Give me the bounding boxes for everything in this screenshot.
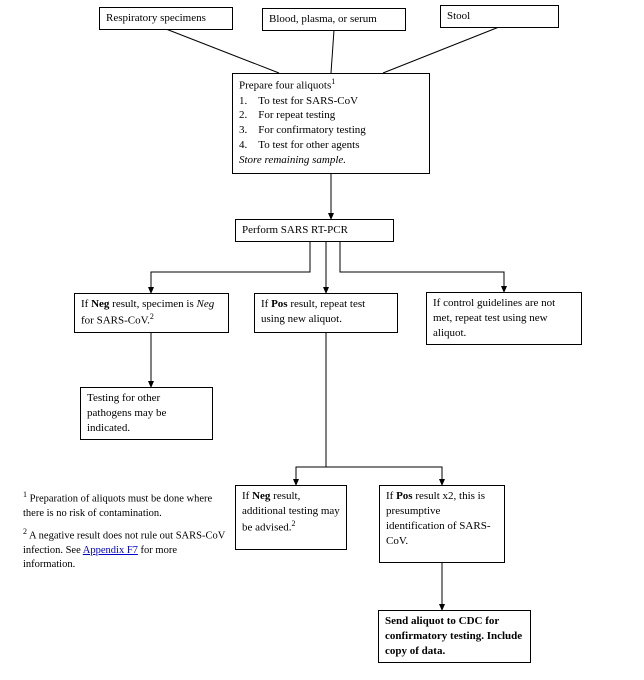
node-perform-rtpcr: Perform SARS RT-PCR xyxy=(235,219,394,242)
appendix-link[interactable]: Appendix F7 xyxy=(83,545,138,556)
node-other-pathogens: Testing for other pathogens may be indic… xyxy=(80,387,213,440)
node-control-guidelines: If control guidelines are not met, repea… xyxy=(426,292,582,345)
node-send-cdc: Send aliquot to CDC for confirmatory tes… xyxy=(378,610,531,663)
prepare-item-4: 4. To test for other agents xyxy=(239,139,360,151)
node-label: If control guidelines are not met, repea… xyxy=(433,297,555,339)
prepare-item-2: 2. For repeat testing xyxy=(239,109,335,121)
node-stool: Stool xyxy=(440,5,559,28)
node-blood-plasma-serum: Blood, plasma, or serum xyxy=(262,8,406,31)
prepare-item-1: 1. To test for SARS-CoV xyxy=(239,95,358,107)
node-pos-presumptive: If Pos result x2, this is presumptive id… xyxy=(379,485,505,563)
node-label: Perform SARS RT-PCR xyxy=(242,224,348,236)
node-label: Testing for other pathogens may be indic… xyxy=(87,392,166,434)
node-prepare-aliquots: Prepare four aliquots1 1. To test for SA… xyxy=(232,73,430,174)
node-label: Stool xyxy=(447,10,470,22)
prepare-tail: Store remaining sample. xyxy=(239,154,346,166)
node-label: Blood, plasma, or serum xyxy=(269,13,377,25)
node-neg-repeat: If Neg result, additional testing may be… xyxy=(235,485,347,550)
footnote-2: 2 A negative result does not rule out SA… xyxy=(23,527,230,572)
node-label: Respiratory specimens xyxy=(106,12,206,24)
prepare-heading: Prepare four aliquots xyxy=(239,80,331,92)
node-neg-result: If Neg result, specimen is Neg for SARS-… xyxy=(74,293,229,333)
node-pos-result: If Pos result, repeat test using new ali… xyxy=(254,293,398,333)
prepare-sup: 1 xyxy=(331,77,335,86)
footnote-1: 1 Preparation of aliquots must be done w… xyxy=(23,490,228,521)
prepare-item-3: 3. For confirmatory testing xyxy=(239,124,366,136)
node-label: Send aliquot to CDC for confirmatory tes… xyxy=(385,615,522,657)
node-respiratory-specimens: Respiratory specimens xyxy=(99,7,233,30)
